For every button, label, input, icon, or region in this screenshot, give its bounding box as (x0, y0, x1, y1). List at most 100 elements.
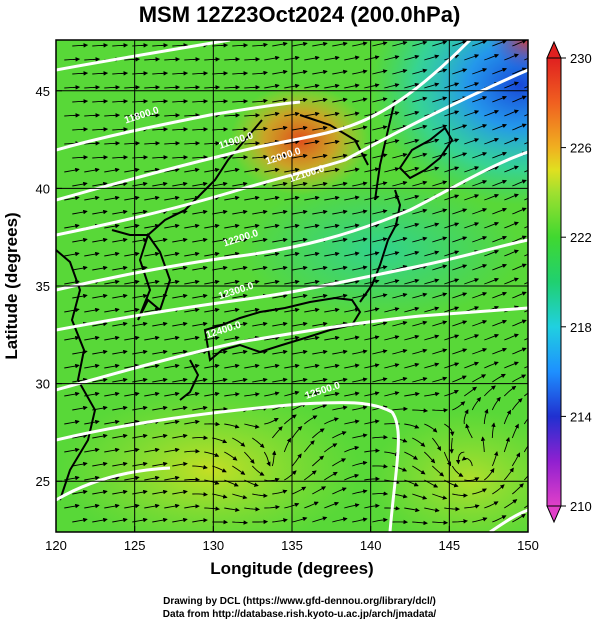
streamline-arrow (184, 503, 200, 509)
streamline-arrow (532, 124, 546, 130)
streamline-arrow (64, 447, 80, 453)
streamline-arrow (332, 377, 348, 383)
streamline-arrow (532, 180, 546, 186)
streamline-arrow (332, 69, 348, 75)
streamline-arrow (72, 71, 89, 76)
streamline-arrow (164, 113, 181, 118)
streamline-arrow (364, 307, 380, 313)
streamline-arrow (324, 251, 340, 257)
streamline-arrow (64, 113, 81, 118)
streamline-arrow (472, 320, 488, 327)
colorbar-tick-label: 222 (570, 230, 592, 245)
streamline-arrow (464, 194, 480, 201)
temperature-map: 11800.011900.012000.012100.012200.012300… (56, 40, 546, 532)
height-contours (56, 40, 528, 532)
streamline-arrow (384, 167, 400, 173)
streamline-arrow (264, 111, 280, 117)
streamline-arrow (232, 127, 249, 132)
streamline-arrow (484, 249, 499, 257)
streamline-arrow (384, 391, 400, 397)
streamline-arrow (164, 167, 180, 173)
streamline-arrow (184, 477, 200, 482)
streamline-arrow (364, 167, 380, 173)
streamline-arrow (272, 377, 288, 383)
streamline-arrow (312, 265, 328, 271)
streamline-arrow (152, 405, 168, 411)
streamline-arrow (172, 517, 188, 523)
streamline-arrow (164, 195, 180, 201)
streamline-arrow (152, 127, 169, 132)
streamline-arrow (431, 465, 445, 477)
streamline-arrow (372, 41, 388, 47)
streamline-arrow (352, 377, 368, 383)
streamline-arrow (384, 251, 400, 257)
streamline-arrow (384, 279, 400, 285)
streamline-arrow (204, 57, 221, 62)
streamline-arrow (92, 99, 109, 104)
streamline-arrow (484, 467, 495, 481)
streamline-arrow (192, 71, 209, 76)
streamline-arrow (384, 363, 400, 369)
streamline-arrow (392, 406, 408, 412)
streamline-arrow (372, 434, 388, 440)
streamline-arrow (364, 279, 380, 285)
y-tick-label: 30 (36, 377, 50, 392)
streamline-arrow (283, 414, 297, 425)
streamline-arrow (92, 349, 108, 355)
streamline-arrow (112, 237, 128, 243)
streamline-arrow (332, 237, 348, 243)
streamline-arrow (483, 408, 489, 425)
streamline-arrow (144, 475, 160, 481)
streamline-arrow (164, 391, 180, 397)
streamline-arrow (264, 251, 280, 257)
streamline-arrow (532, 320, 546, 326)
streamline-arrow (404, 194, 420, 201)
streamline-arrow (364, 419, 380, 425)
streamline-arrow (272, 153, 288, 159)
streamline-arrow (272, 349, 288, 355)
streamline-arrow (532, 514, 545, 522)
streamline-arrow (492, 151, 507, 159)
lat-lon-grid (56, 40, 528, 532)
streamline-arrow (112, 155, 129, 160)
streamline-arrow (404, 507, 420, 513)
streamline-arrow (104, 279, 120, 285)
streamline-arrow (464, 166, 480, 173)
streamline-arrow (432, 152, 448, 159)
streamline-arrow (192, 155, 209, 160)
streamline-arrow (252, 437, 265, 449)
wind-streamlines (64, 40, 546, 526)
streamline-arrow (424, 507, 440, 513)
streamline-arrow (412, 520, 428, 526)
streamline-arrow (444, 423, 455, 437)
streamline-arrow (412, 348, 428, 355)
streamline-arrow (432, 320, 448, 327)
streamline-arrow (212, 127, 229, 132)
streamline-arrow (464, 138, 480, 145)
streamline-arrow (504, 361, 519, 369)
streamline-arrow (72, 127, 89, 132)
streamline-arrow (484, 53, 499, 61)
streamline-arrow (224, 307, 240, 313)
streamline-arrow (192, 405, 208, 411)
streamline-arrow (304, 279, 320, 285)
streamline-arrow (504, 249, 519, 257)
streamline-arrow (392, 152, 408, 159)
streamline-arrow (144, 279, 160, 285)
streamline-arrow (124, 335, 140, 341)
streamline-arrow (304, 415, 318, 425)
streamline-arrow (264, 223, 280, 229)
streamline-arrow (144, 307, 160, 313)
streamline-arrow (364, 139, 380, 145)
streamline-arrow (112, 293, 128, 299)
streamline-arrow (432, 96, 448, 103)
streamline-arrow (432, 124, 448, 131)
streamline-arrow (224, 279, 240, 285)
streamline-arrow (412, 292, 428, 299)
streamline-arrow (491, 422, 496, 439)
streamline-arrow (432, 40, 448, 47)
streamline-arrow (451, 465, 464, 477)
streamline-arrow (303, 440, 315, 453)
streamline-arrow (532, 208, 546, 214)
streamline-arrow (352, 405, 368, 411)
